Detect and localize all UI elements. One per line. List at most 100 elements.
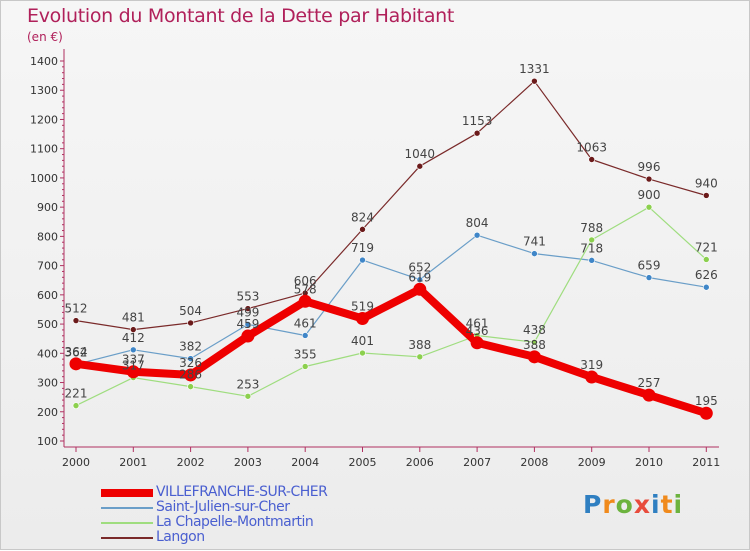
data-label: 788 [580,221,603,235]
data-label: 319 [580,358,603,372]
series-line [75,80,707,331]
data-point [702,256,710,263]
data-point [187,355,194,362]
x-tick-label: 2004 [291,456,319,469]
y-tick-label: 1300 [30,84,58,97]
data-label: 286 [179,368,202,382]
legend-item: La Chapelle-Montmartin [101,515,421,530]
series-line [72,285,711,418]
x-tick-label: 2008 [520,456,548,469]
data-point [645,203,653,211]
data-label: 900 [638,188,661,202]
data-point [588,156,596,163]
data-label: 461 [294,316,317,330]
data-label: 606 [294,274,317,288]
data-point [702,192,710,199]
data-label: 382 [179,340,202,354]
data-label: 459 [236,317,259,331]
data-label: 461 [466,316,489,330]
data-point [645,175,653,183]
legend-swatch [101,522,153,524]
data-point [531,250,538,257]
data-point [187,383,194,390]
data-label: 388 [408,338,431,352]
legend-item: VILLEFRANCHE-SUR-CHER [101,485,421,500]
y-tick-label: 200 [37,406,58,419]
data-label: 481 [122,311,145,325]
data-label: 659 [638,259,661,273]
data-label: 578 [294,282,317,296]
chart-title: Evolution du Montant de la Dette par Hab… [27,5,455,27]
data-point [416,276,424,283]
data-point [187,319,194,327]
series-line [75,234,707,365]
data-label: 499 [236,305,259,319]
legend-swatch [101,537,153,539]
x-tick-label: 2007 [463,456,491,469]
x-tick-label: 2000 [62,456,90,469]
data-label: 619 [408,270,431,284]
data-point [702,283,710,291]
legend-swatch [101,507,153,509]
x-tick-label: 2005 [349,456,377,469]
data-label: 512 [65,302,88,316]
x-tick-label: 2003 [234,456,262,469]
y-tick-label: 1200 [30,113,58,126]
data-point [72,317,80,324]
legend-item: Saint-Julien-sur-Cher [101,500,421,515]
data-point [301,332,309,339]
data-label: 718 [580,241,603,255]
data-label: 257 [638,376,661,390]
data-label: 401 [351,334,374,348]
data-label: 364 [65,345,88,359]
data-point [531,77,538,85]
data-label: 436 [466,324,489,338]
legend-label: Saint-Julien-sur-Cher [156,499,290,515]
data-point [244,392,252,400]
data-point [585,370,599,384]
legend-label: Langon [156,529,205,545]
data-label: 317 [122,359,145,373]
y-tick-label: 100 [37,435,58,448]
data-label: 741 [523,235,546,249]
data-label: 221 [65,387,88,401]
x-tick-label: 2009 [578,456,606,469]
legend: VILLEFRANCHE-SUR-CHER Saint-Julien-sur-Ch… [101,485,421,545]
x-tick-label: 2011 [692,456,720,469]
data-label: 195 [695,394,718,408]
data-point [473,129,481,137]
x-tick-label: 2002 [177,456,205,469]
data-label: 652 [408,261,431,275]
data-point [413,282,427,296]
x-tick-label: 2006 [406,456,434,469]
data-label: 362 [65,345,88,359]
chart-subtitle: (en €) [27,30,63,44]
legend-swatch [101,489,153,497]
y-tick-label: 800 [37,230,58,243]
y-tick-label: 500 [37,318,58,331]
y-tick-label: 700 [37,260,58,273]
data-label: 412 [122,331,145,345]
legend-label: VILLEFRANCHE-SUR-CHER [156,484,328,500]
y-tick-label: 900 [37,201,58,214]
data-point [356,312,369,326]
y-tick-label: 1000 [30,172,58,185]
data-point [416,162,424,170]
data-point [531,338,538,346]
data-label: 388 [523,338,546,352]
data-point [69,357,83,371]
data-point [645,274,653,281]
x-tick-label: 2010 [635,456,663,469]
data-point [359,256,366,264]
y-tick-label: 600 [37,289,58,302]
data-point [130,346,137,354]
data-label: 504 [179,304,202,318]
data-point [72,402,80,409]
data-label: 940 [695,176,718,190]
data-point [244,321,252,328]
data-point [588,257,596,264]
legend-label: La Chapelle-Montmartin [156,514,314,530]
x-tick-label: 2001 [119,456,147,469]
